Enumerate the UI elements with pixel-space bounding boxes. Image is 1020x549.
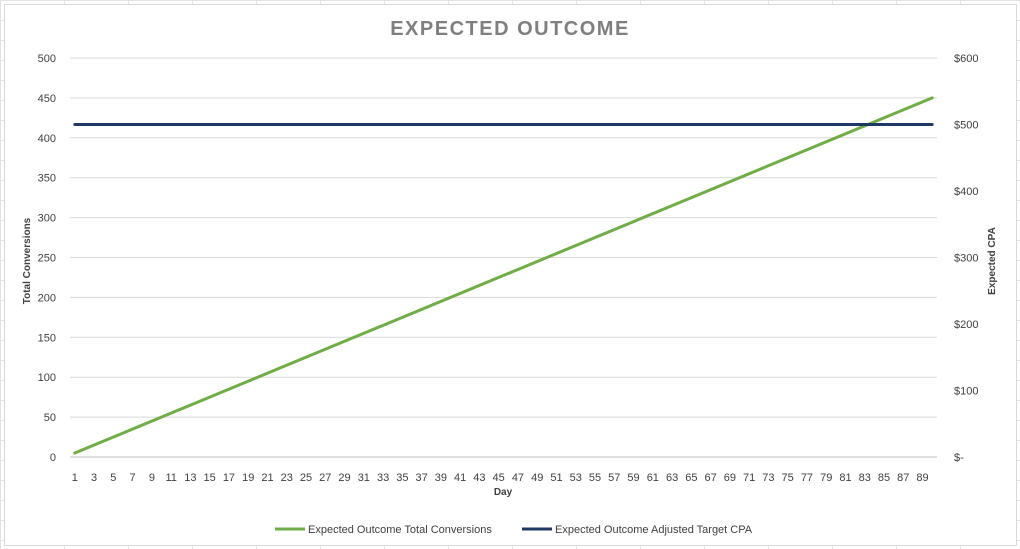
x-tick-label: 9 [149, 472, 155, 484]
y2-tick-label: $100 [954, 386, 978, 398]
x-tick-label: 21 [261, 472, 273, 484]
x-tick-label: 61 [647, 472, 659, 484]
x-tick-label: 29 [338, 472, 350, 484]
x-axis-title: Day [494, 487, 513, 498]
y-axis-ticks: 0 50 100 150 200 250 300 350 400 450 500 [38, 53, 56, 464]
gridlines [70, 57, 937, 458]
x-tick-label: 25 [300, 472, 312, 484]
x-tick-label: 55 [589, 472, 601, 484]
y-tick-label: 100 [38, 372, 56, 384]
x-tick-label: 1 [72, 472, 78, 484]
x-tick-label: 77 [801, 472, 813, 484]
x-tick-label: 37 [415, 472, 427, 484]
x-tick-label: 33 [377, 472, 389, 484]
x-tick-label: 65 [685, 472, 697, 484]
y-tick-label: 500 [38, 53, 56, 65]
legend-label: Expected Outcome Adjusted Target CPA [555, 524, 753, 536]
x-tick-label: 7 [130, 472, 136, 484]
x-tick-label: 59 [627, 472, 639, 484]
x-tick-label: 41 [454, 472, 466, 484]
y2-tick-label: $400 [954, 186, 978, 198]
x-tick-label: 51 [550, 472, 562, 484]
series-line-1 [73, 96, 934, 455]
y-tick-label: 250 [38, 253, 56, 265]
y2-tick-label: $600 [954, 53, 978, 65]
y-tick-label: 150 [38, 332, 56, 344]
y2-tick-label: $500 [954, 120, 978, 132]
x-tick-label: 15 [204, 472, 216, 484]
x-tick-label: 27 [319, 472, 331, 484]
x-tick-label: 35 [396, 472, 408, 484]
y-tick-label: 200 [38, 292, 56, 304]
x-tick-label: 79 [820, 472, 832, 484]
x-tick-label: 57 [608, 472, 620, 484]
x-tick-label: 53 [570, 472, 582, 484]
x-axis-ticks: 1 3 5 7 9 11 13 15 17 19 21 23 25 27 29 31 33 35 37 39 41 43 4… [72, 472, 929, 484]
y2-axis-title: Expected CPA [987, 227, 998, 295]
x-tick-label: 73 [762, 472, 774, 484]
x-tick-label: 11 [165, 472, 176, 484]
chart-title: EXPECTED OUTCOME [390, 18, 630, 40]
y-tick-label: 350 [38, 173, 56, 185]
y-tick-label: 300 [38, 213, 56, 225]
legend: Expected Outcome Total Conversions Expect… [275, 524, 753, 536]
y2-tick-label: $300 [954, 253, 978, 265]
legend-label: Expected Outcome Total Conversions [308, 524, 492, 536]
y-tick-label: 400 [38, 133, 56, 145]
x-tick-label: 31 [358, 472, 370, 484]
x-tick-label: 45 [493, 472, 505, 484]
y-tick-label: 0 [50, 452, 56, 464]
series-lines [73, 96, 934, 455]
x-tick-label: 47 [512, 472, 524, 484]
y2-tick-label: $- [954, 452, 964, 464]
x-tick-label: 3 [91, 472, 97, 484]
line-chart: 0 50 100 150 200 250 300 350 400 450 500 $- $100 $20… [22, 18, 998, 536]
y2-axis-ticks: $- $100 $200 $300 $400 $500 $600 [954, 53, 978, 464]
x-tick-label: 19 [242, 472, 254, 484]
x-tick-label: 89 [916, 472, 928, 484]
x-tick-label: 83 [859, 472, 871, 484]
y-tick-label: 50 [44, 412, 56, 424]
x-tick-label: 75 [782, 472, 794, 484]
y-tick-label: 450 [38, 93, 56, 105]
x-tick-label: 81 [839, 472, 851, 484]
x-tick-label: 85 [878, 472, 890, 484]
y2-tick-label: $200 [954, 319, 978, 331]
y-axis-title: Total Conversions [22, 217, 33, 304]
x-tick-label: 69 [724, 472, 736, 484]
x-tick-label: 13 [184, 472, 196, 484]
x-tick-label: 67 [704, 472, 716, 484]
x-tick-label: 23 [281, 472, 293, 484]
x-tick-label: 71 [743, 472, 755, 484]
x-tick-label: 43 [473, 472, 485, 484]
x-tick-label: 5 [110, 472, 116, 484]
x-tick-label: 63 [666, 472, 678, 484]
x-tick-label: 17 [223, 472, 235, 484]
chart-area[interactable]: 0 50 100 150 200 250 300 350 400 450 500 $- $100 $20… [4, 4, 1017, 546]
x-tick-label: 87 [897, 472, 909, 484]
x-tick-label: 39 [435, 472, 447, 484]
x-tick-label: 49 [531, 472, 543, 484]
